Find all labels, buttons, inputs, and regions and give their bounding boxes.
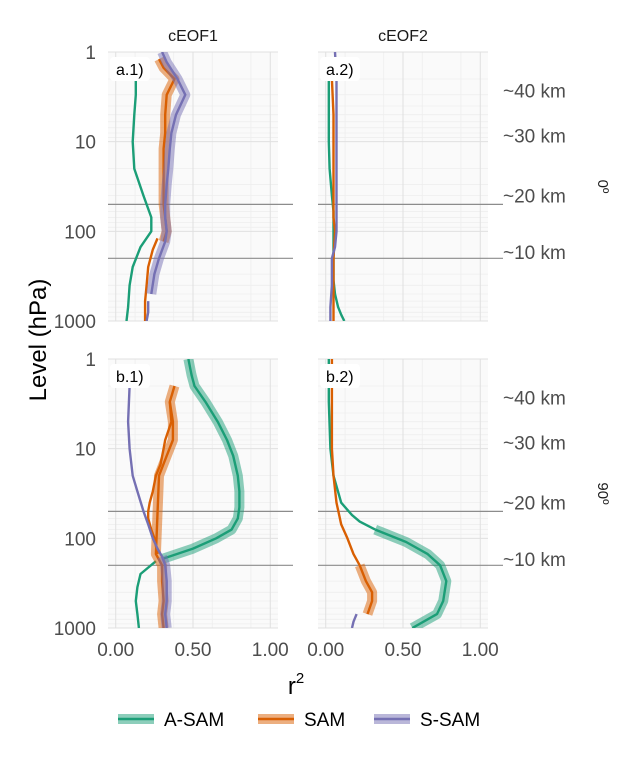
- legend-label-a-sam: A-SAM: [164, 710, 224, 731]
- series-line-s-sam: [329, 52, 338, 321]
- column-title-ceof1: cEOF1: [168, 28, 218, 45]
- legend: A-SAM SAM S-SAM: [118, 710, 480, 731]
- y-tick-label: 1: [85, 43, 96, 64]
- row-label-2: 90º: [594, 482, 611, 505]
- altitude-label: ~20 km: [503, 187, 566, 208]
- panel-series-a-1: [125, 52, 191, 321]
- series-line-significant-s-sam: [160, 556, 168, 628]
- y-tick-label: 1000: [54, 312, 96, 333]
- altitude-label: ~40 km: [503, 82, 566, 103]
- panel-series-b-2: [327, 359, 452, 628]
- altitude-label: ~10 km: [503, 243, 566, 264]
- altitude-label: ~40 km: [503, 389, 566, 410]
- y-tick-label: 1: [85, 350, 96, 371]
- row-label-1: 0º: [594, 180, 611, 194]
- y-tick-label: 100: [64, 529, 96, 550]
- altitude-label: ~30 km: [503, 126, 566, 147]
- y-tick-label: 10: [75, 440, 96, 461]
- x-axis-label-superscript: 2: [296, 670, 304, 687]
- panel-label-box: [110, 364, 150, 388]
- series-line-sam: [330, 359, 361, 566]
- x-axis-label-base: r: [288, 673, 296, 700]
- y-tick-label: 100: [64, 222, 96, 243]
- panel-label-box: [320, 364, 360, 388]
- panel-label-box: [320, 57, 360, 81]
- y-axis-label: Level (hPa): [25, 279, 52, 402]
- panel-r0-c0: [108, 51, 293, 322]
- x-axis-label: r2: [288, 670, 304, 700]
- series-line-s-sam: [145, 301, 150, 321]
- series-line-a-sam: [327, 79, 346, 321]
- series-line-sam: [143, 237, 159, 321]
- panel-series-a-2: [327, 52, 346, 321]
- y-tick-label: 10: [75, 133, 96, 154]
- x-tick-label: 0.00: [307, 640, 344, 661]
- series-line-significant-sam: [358, 564, 374, 615]
- panel-label: a.2): [326, 62, 354, 79]
- series-line-significant-s-sam: [150, 52, 187, 295]
- altitude-label: ~10 km: [503, 550, 566, 571]
- column-title-ceof2: cEOF2: [378, 28, 428, 45]
- series-line-s-sam: [350, 613, 358, 628]
- panel-label-box: [110, 57, 150, 81]
- panel-r0-c1: [318, 51, 503, 322]
- x-tick-label: 1.00: [462, 640, 499, 661]
- series-line-a-sam: [134, 560, 157, 628]
- series-line-s-sam: [126, 385, 164, 558]
- series-line-a-sam: [125, 79, 153, 321]
- panel-r1-c1: [318, 358, 503, 629]
- series-line-significant-a-sam: [161, 359, 241, 561]
- legend-label-s-sam: S-SAM: [420, 710, 480, 731]
- x-tick-label: 0.50: [385, 640, 422, 661]
- series-line-sam: [330, 78, 337, 321]
- altitude-label: ~30 km: [503, 433, 566, 454]
- series-line-a-sam: [327, 359, 376, 531]
- panel-label: b.2): [326, 369, 354, 386]
- panels: [108, 51, 503, 629]
- series-line-significant-a-sam: [374, 528, 448, 628]
- panel-series-b-1: [126, 359, 245, 628]
- x-tick-label: 1.00: [252, 640, 289, 661]
- panel-r1-c0: [108, 358, 293, 629]
- panel-label: a.1): [116, 62, 144, 79]
- legend-label-sam: SAM: [304, 710, 345, 731]
- x-tick-label: 0.00: [97, 640, 134, 661]
- panel-label: b.1): [116, 369, 144, 386]
- x-tick-label: 0.50: [175, 640, 212, 661]
- altitude-label: ~20 km: [503, 494, 566, 515]
- series-line-sam: [146, 401, 173, 555]
- y-tick-label: 1000: [54, 619, 96, 640]
